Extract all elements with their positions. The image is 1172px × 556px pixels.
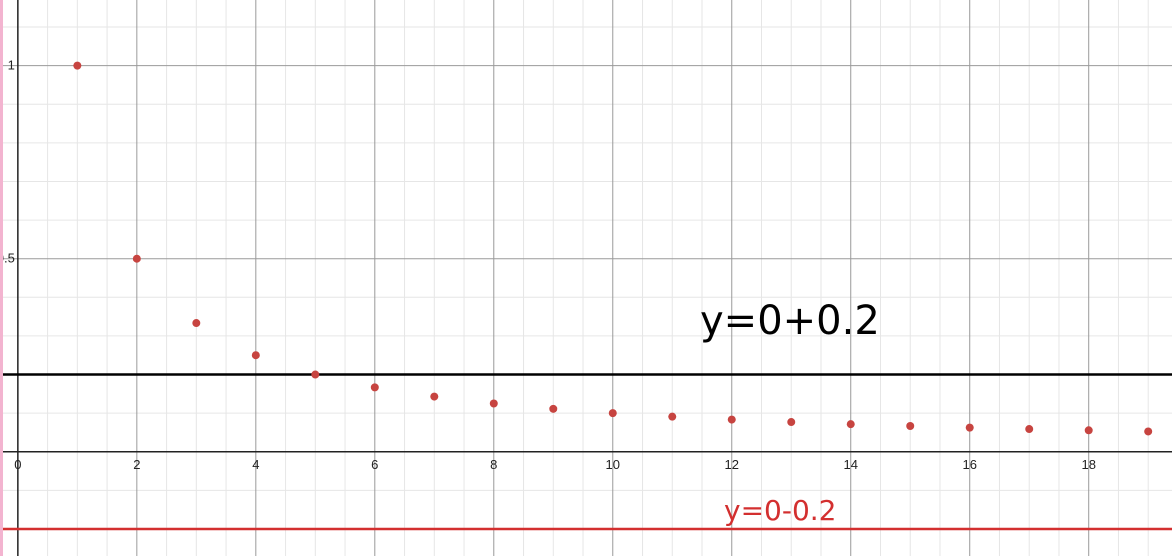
data-point	[370, 383, 379, 392]
data-point	[906, 421, 915, 430]
data-point	[608, 409, 617, 418]
left-border	[0, 0, 3, 556]
x-tick-label: 6	[371, 457, 378, 472]
x-tick-label: 4	[252, 457, 259, 472]
data-point	[430, 392, 439, 401]
data-points	[73, 61, 1153, 436]
x-tick-label: 10	[606, 457, 620, 472]
data-point	[251, 351, 260, 360]
data-point	[311, 370, 320, 379]
x-tick-label: 12	[725, 457, 739, 472]
x-tick-label: 8	[490, 457, 497, 472]
y-tick-labels: 0.51	[0, 58, 15, 266]
data-point	[73, 61, 82, 70]
data-point	[549, 404, 558, 413]
data-point	[192, 319, 201, 328]
lower-line-annotation: y=0-0.2	[724, 494, 836, 527]
data-point	[132, 254, 141, 263]
data-point	[1084, 426, 1093, 435]
x-tick-label: 14	[844, 457, 858, 472]
x-tick-label: 0	[14, 457, 21, 472]
x-tick-label: 2	[133, 457, 140, 472]
data-point	[846, 420, 855, 429]
x-tick-label: 18	[1081, 457, 1095, 472]
horizontal-lines	[0, 373, 1172, 531]
data-point	[787, 418, 796, 427]
data-point	[965, 423, 974, 432]
data-point	[727, 415, 736, 424]
x-tick-labels: 0 2 4 6 8 10 12 14 16 18	[14, 457, 1096, 472]
data-point	[668, 412, 677, 421]
y-tick-label: 0.5	[0, 251, 15, 266]
data-point	[1025, 425, 1034, 434]
y-tick-label: 1	[8, 58, 15, 73]
data-point	[489, 399, 498, 408]
upper-line-annotation: y=0+0.2	[700, 298, 880, 344]
x-tick-label: 16	[962, 457, 976, 472]
data-point	[1144, 427, 1153, 436]
